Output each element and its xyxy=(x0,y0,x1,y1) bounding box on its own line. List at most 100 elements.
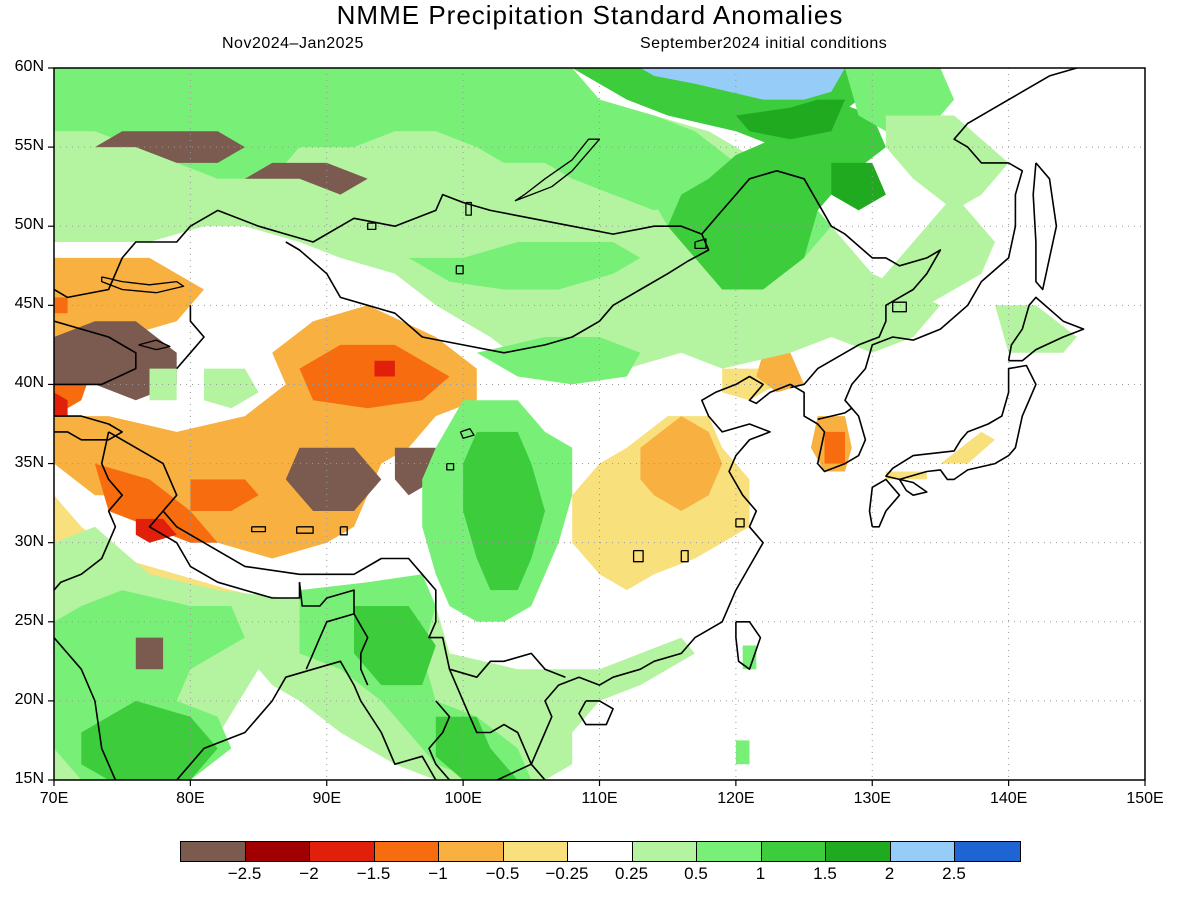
longitude-label: 80E xyxy=(176,790,205,807)
latitude-label: 15N xyxy=(14,770,44,787)
anomaly-region xyxy=(204,368,259,409)
country-border xyxy=(54,225,192,299)
latitude-label: 20N xyxy=(14,690,44,708)
longitude-label: 110E xyxy=(581,790,618,807)
colorbar-label: −2.5 xyxy=(227,864,262,883)
lake-outline xyxy=(680,549,689,563)
anomaly-region xyxy=(285,447,382,511)
colorbar-label: −0.5 xyxy=(485,864,520,883)
lake-outline xyxy=(465,201,472,216)
anomaly-region xyxy=(54,321,177,401)
lake-outline xyxy=(892,301,907,313)
anomaly-region xyxy=(299,344,450,409)
coastline xyxy=(1032,162,1058,291)
coastline xyxy=(578,700,614,726)
colorbar-swatch xyxy=(568,842,633,861)
anomaly-region xyxy=(756,352,805,393)
colorbar-label: 1.5 xyxy=(813,864,837,883)
lake-outline xyxy=(339,526,348,536)
anomaly-region xyxy=(190,479,259,511)
anomaly-region xyxy=(94,463,218,543)
colorbar-label: −1 xyxy=(428,864,448,883)
latitude-label: 30N xyxy=(14,532,44,550)
longitude-label: 90E xyxy=(312,790,341,807)
lake-outline xyxy=(514,138,601,202)
anomaly-region xyxy=(940,431,995,464)
country-border xyxy=(428,700,451,780)
anomaly-region xyxy=(885,115,1009,211)
colorbar-label: −0.25 xyxy=(545,864,589,883)
longitude-label: 140E xyxy=(989,790,1028,807)
colorbar xyxy=(180,841,1021,862)
colorbar-swatch xyxy=(955,842,1020,861)
colorbar-swatch xyxy=(503,842,568,861)
lake-outline xyxy=(138,339,171,351)
longitude-label: 150E xyxy=(1126,790,1164,807)
anomaly-region xyxy=(735,99,845,140)
anomaly-region xyxy=(667,99,886,290)
anomaly-region xyxy=(135,637,164,670)
coastline xyxy=(496,68,1078,780)
anomaly-region xyxy=(374,360,395,377)
colorbar-label: 2.5 xyxy=(942,864,966,883)
colorbar-swatch xyxy=(632,842,697,861)
colorbar-swatch xyxy=(245,842,310,861)
country-border xyxy=(176,305,205,370)
country-border xyxy=(298,582,355,670)
lake-outline xyxy=(367,222,377,231)
colorbar-label: 1 xyxy=(755,864,766,883)
colorbar-label: 0.25 xyxy=(614,864,649,883)
anomaly-region xyxy=(54,68,736,211)
country-border xyxy=(817,407,853,421)
colorbar-swatch xyxy=(890,842,955,861)
colorbar-swatch xyxy=(697,842,762,861)
lake-outline xyxy=(735,518,745,528)
longitude-label: 100E xyxy=(444,790,482,807)
coastline xyxy=(1007,296,1085,362)
colorbar-label: −2 xyxy=(299,864,319,883)
coastline xyxy=(54,637,117,780)
latitude-label: 50N xyxy=(14,216,44,234)
colorbar-swatch xyxy=(181,842,246,861)
anomaly-region xyxy=(408,242,641,290)
forecast-period: Nov2024–Jan2025 xyxy=(222,35,364,52)
colorbar-label: −1.5 xyxy=(356,864,391,883)
colorbar-swatch xyxy=(826,842,891,861)
coastline xyxy=(885,364,1037,481)
anomaly-region xyxy=(476,337,641,385)
lake-outline xyxy=(632,549,644,563)
longitude-label: 120E xyxy=(717,790,755,807)
lake-outline xyxy=(446,462,455,471)
anomaly-region xyxy=(824,431,845,464)
lake-outline xyxy=(455,265,464,275)
initial-conditions: September2024 initial conditions xyxy=(640,35,888,52)
colorbar-label: 0.5 xyxy=(684,864,708,883)
anomaly-region xyxy=(435,716,518,780)
anomaly-region xyxy=(640,68,845,100)
anomaly-region xyxy=(640,416,723,511)
coastline xyxy=(868,478,901,528)
coastline xyxy=(898,478,928,496)
latitude-label: 40N xyxy=(14,374,44,392)
country-border xyxy=(108,431,566,678)
latitude-label: 35N xyxy=(14,453,44,471)
coastline xyxy=(176,660,437,780)
longitude-label: 130E xyxy=(853,790,891,807)
country-border xyxy=(353,613,369,686)
anomaly-region xyxy=(244,162,368,195)
colorbar-swatch xyxy=(761,842,826,861)
lake-outline xyxy=(296,526,314,534)
anomaly-region xyxy=(463,431,545,591)
anomaly-region xyxy=(885,471,927,480)
latitude-label: 55N xyxy=(14,137,44,155)
anomaly-region xyxy=(742,645,757,670)
coastline xyxy=(735,621,762,670)
colorbar-swatch xyxy=(310,842,375,861)
anomaly-region xyxy=(831,162,886,211)
colorbar-label: 2 xyxy=(884,864,895,883)
lake-outline xyxy=(694,238,707,250)
country-border xyxy=(54,431,123,591)
anomaly-region xyxy=(149,368,177,401)
lake-outline xyxy=(251,526,267,533)
